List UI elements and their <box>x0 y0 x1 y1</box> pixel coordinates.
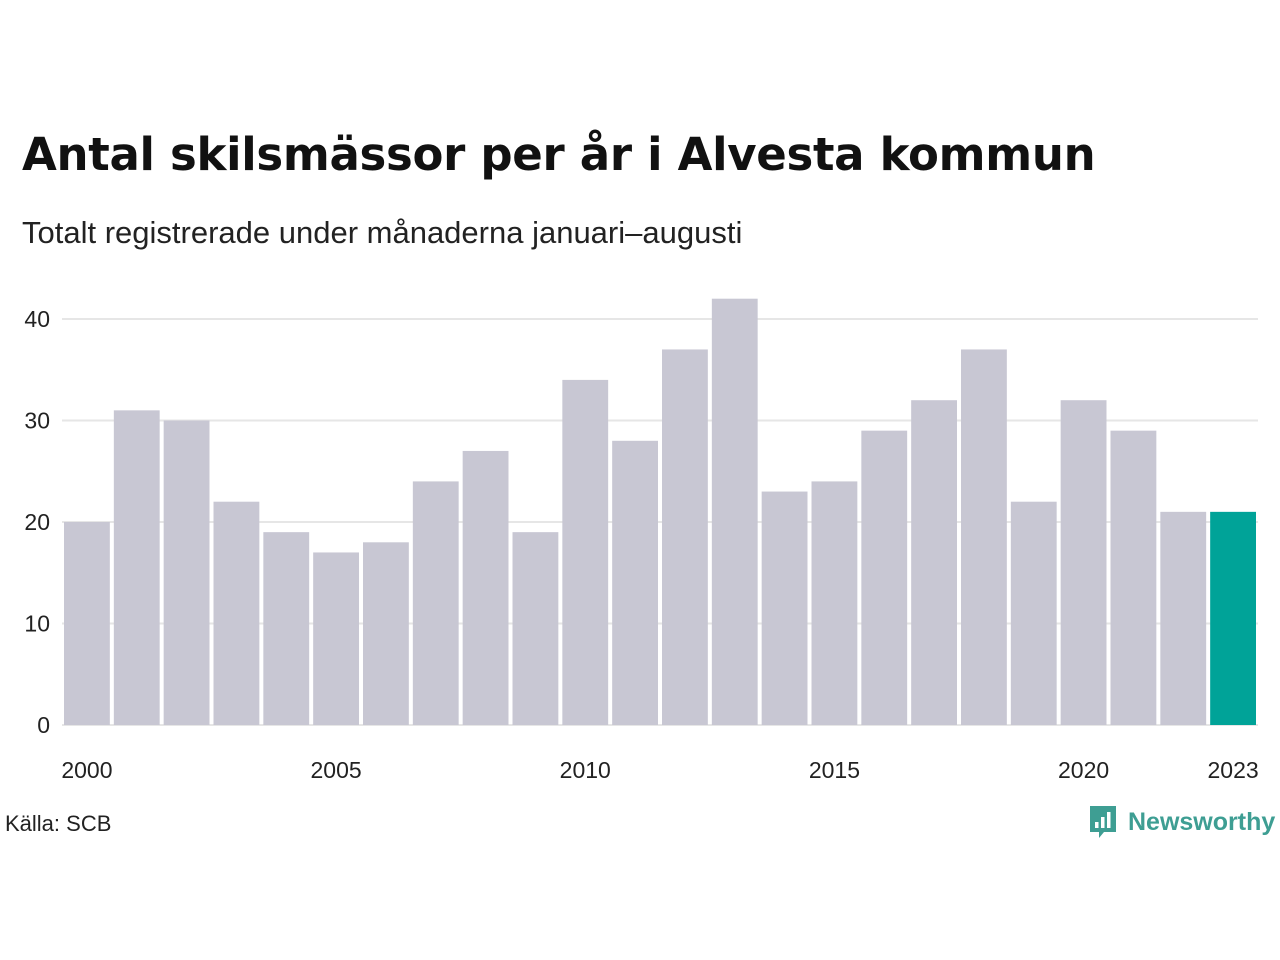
chart-subtitle: Totalt registrerade under månaderna janu… <box>22 215 743 250</box>
bar-2013 <box>711 298 758 725</box>
bar-chart-bubble-icon <box>1090 806 1116 838</box>
bar-2018 <box>961 349 1007 725</box>
bar-2008 <box>462 450 509 725</box>
grid-lines <box>62 318 1258 726</box>
bar-2006 <box>363 542 409 725</box>
bar-2020 <box>1060 400 1107 725</box>
bar-2005 <box>313 552 359 725</box>
y-tick-label: 40 <box>24 306 50 332</box>
bar-2011 <box>612 440 658 725</box>
x-tick-label: 2020 <box>1058 757 1109 783</box>
bar-2021 <box>1110 430 1157 725</box>
bar-2001 <box>113 410 160 725</box>
bar-2015 <box>811 481 858 725</box>
x-axis-ticks: 2000 2005 2010 2015 2020 2023 <box>61 757 1258 783</box>
bars <box>64 298 1256 725</box>
bar-2019 <box>1010 501 1057 725</box>
x-tick-label: 2005 <box>310 757 361 783</box>
chart-title: Antal skilsmässor per år i Alvesta kommu… <box>22 128 1096 181</box>
bar-chart: 0 10 20 30 40 2000 2005 2010 2015 2020 2023 <box>24 298 1259 783</box>
bar-2009 <box>512 532 559 725</box>
bar-2016 <box>861 430 908 725</box>
bar-2007 <box>412 481 459 725</box>
brand-name: Newsworthy <box>1128 807 1276 836</box>
bar-2004 <box>263 532 310 725</box>
bar-2023 <box>1210 511 1256 725</box>
bar-2017 <box>911 400 957 725</box>
x-tick-label: 2015 <box>809 757 860 783</box>
bar-2014 <box>761 491 808 725</box>
y-tick-label: 10 <box>24 611 50 637</box>
bar-2000 <box>64 522 110 725</box>
newsworthy-logo: Newsworthy <box>1088 804 1275 840</box>
source-note: Källa: SCB <box>5 811 112 836</box>
bar-2002 <box>163 420 210 725</box>
bar-2012 <box>662 349 708 725</box>
bar-2010 <box>562 379 609 725</box>
bar-2003 <box>213 501 260 725</box>
x-tick-label: 2000 <box>61 757 112 783</box>
y-tick-label: 0 <box>37 712 50 738</box>
y-tick-label: 20 <box>24 509 50 535</box>
x-tick-label: 2010 <box>560 757 611 783</box>
bar-2022 <box>1160 511 1207 725</box>
y-axis-ticks: 0 10 20 30 40 <box>24 306 50 738</box>
y-tick-label: 30 <box>24 408 50 434</box>
x-tick-label: 2023 <box>1207 757 1258 783</box>
